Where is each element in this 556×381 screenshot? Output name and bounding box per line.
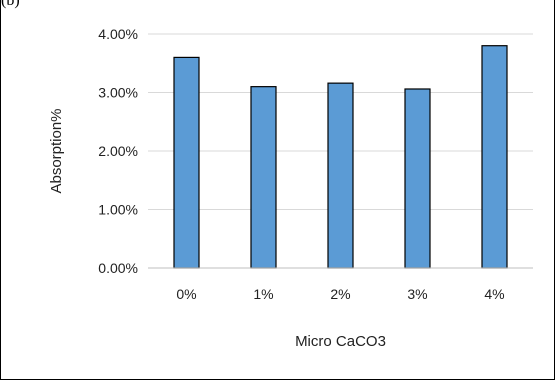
y-tick-label: 0.00% <box>98 260 138 276</box>
y-tick-label: 2.00% <box>98 143 138 159</box>
bar-1% <box>250 86 277 269</box>
x-axis-title: Micro CaCO3 <box>295 333 386 350</box>
panel-label: (b) <box>1 0 20 9</box>
y-axis-title: Absorption% <box>48 108 65 193</box>
y-tick-label: 3.00% <box>98 85 138 101</box>
bar-4% <box>481 45 508 269</box>
y-tick-labels: 0.00% 1.00% 2.00% 3.00% 4.00% <box>98 26 138 276</box>
x-tick-label: 3% <box>407 286 427 302</box>
bar-0% <box>173 56 200 269</box>
x-tick-label: 0% <box>176 286 196 302</box>
x-tick-labels: 0% 1% 2% 3% 4% <box>176 286 504 302</box>
bars <box>173 45 508 269</box>
bar-3% <box>404 88 431 269</box>
y-tick-label: 4.00% <box>98 26 138 42</box>
x-tick-label: 1% <box>253 286 273 302</box>
bar-2% <box>327 82 354 269</box>
x-tick-label: 2% <box>330 286 350 302</box>
y-tick-label: 1.00% <box>98 202 138 218</box>
x-tick-label: 4% <box>484 286 504 302</box>
